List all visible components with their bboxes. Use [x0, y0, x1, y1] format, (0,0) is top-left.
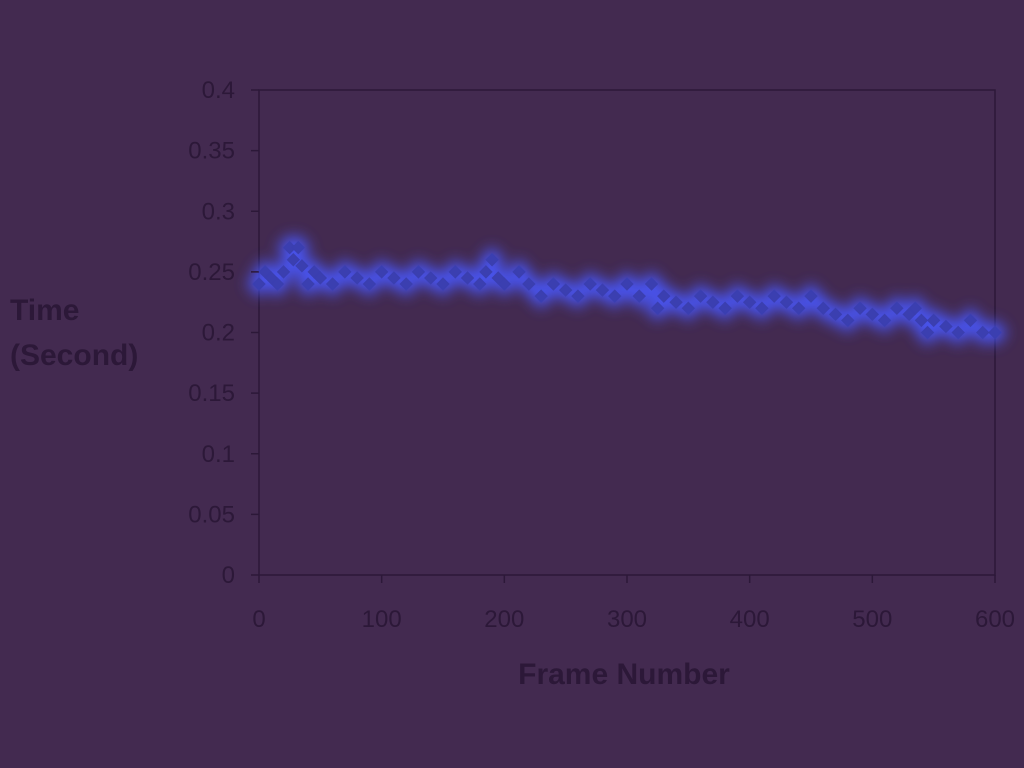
x-tick-label: 200 [484, 606, 524, 633]
y-tick-label: 0.3 [202, 198, 235, 225]
series-points [252, 240, 1002, 340]
data-point [485, 253, 499, 267]
y-axis-title-line-1: Time [10, 294, 79, 327]
x-axis: 0 100 200 300 400 500 600 [252, 575, 1015, 633]
data-point [730, 289, 745, 303]
data-point [571, 289, 585, 303]
y-tick-label: 0.05 [188, 501, 235, 528]
data-point [890, 301, 904, 315]
data-point [546, 277, 561, 291]
data-point [828, 307, 843, 322]
data-point [939, 319, 953, 334]
data-point [595, 283, 610, 297]
data-point [620, 277, 634, 291]
data-point [387, 271, 401, 285]
y-tick-label: 0.25 [188, 259, 235, 286]
data-point [718, 301, 732, 315]
data-point [325, 277, 340, 291]
x-tick-label: 400 [730, 606, 770, 633]
data-point [291, 240, 305, 255]
data-point [522, 277, 536, 291]
x-axis-title: Frame Number [518, 658, 730, 691]
data-point [914, 313, 929, 328]
data-point [436, 277, 450, 291]
x-tick-label: 100 [362, 606, 402, 633]
data-point [669, 295, 683, 309]
y-axis-title-line-2: (Second) [10, 339, 138, 372]
data-point [583, 277, 597, 291]
data-point [276, 265, 291, 279]
data-point [908, 301, 922, 315]
x-tick-label: 500 [852, 606, 892, 633]
data-point [865, 307, 880, 322]
data-point [951, 325, 965, 340]
data-point [479, 265, 493, 279]
data-point [608, 289, 622, 303]
data-point [841, 313, 855, 328]
data-point [693, 289, 708, 303]
y-tick-label: 0.4 [202, 77, 235, 104]
data-point [988, 325, 1002, 340]
data-point [534, 289, 548, 303]
data-point [512, 265, 526, 279]
data-point [497, 277, 512, 291]
data-point [295, 259, 309, 273]
data-point [270, 277, 285, 291]
y-tick-label: 0.15 [188, 380, 235, 407]
data-point [313, 271, 328, 285]
data-point [632, 289, 646, 303]
data-point [374, 265, 389, 279]
data-point [853, 301, 867, 315]
y-tick-label: 0.2 [202, 320, 235, 347]
data-point [926, 313, 941, 328]
data-point [338, 265, 352, 279]
data-point [976, 325, 990, 340]
data-point [350, 271, 364, 285]
data-point [399, 277, 413, 291]
data-point [448, 265, 462, 279]
data-point [706, 295, 720, 309]
data-point [644, 277, 659, 291]
x-tick-label: 300 [607, 606, 647, 633]
data-point [362, 277, 377, 291]
data-point [963, 313, 978, 328]
x-tick-label: 0 [252, 606, 265, 633]
data-point [755, 301, 769, 315]
data-point [681, 301, 696, 315]
data-point [558, 283, 573, 297]
data-point [804, 289, 818, 303]
data-point [424, 271, 438, 285]
x-tick-label: 600 [975, 606, 1015, 633]
data-point [767, 289, 781, 303]
data-point [473, 277, 487, 291]
y-tick-label: 0.1 [202, 441, 235, 468]
data-point [460, 271, 475, 285]
data-point [252, 277, 266, 291]
data-point [286, 253, 301, 267]
data-point [816, 301, 830, 315]
data-point [650, 301, 665, 315]
data-point [301, 277, 315, 291]
data-point [792, 301, 806, 315]
y-axis: 0 0.05 0.1 0.15 0.2 0.25 0.3 0.35 0.4 [188, 77, 259, 589]
data-point [742, 295, 757, 309]
data-point [411, 265, 426, 279]
data-point [920, 325, 935, 340]
data-point [657, 289, 671, 303]
y-tick-label: 0 [222, 562, 235, 589]
data-point [877, 313, 892, 328]
y-tick-label: 0.35 [188, 138, 235, 165]
data-point [779, 295, 794, 309]
